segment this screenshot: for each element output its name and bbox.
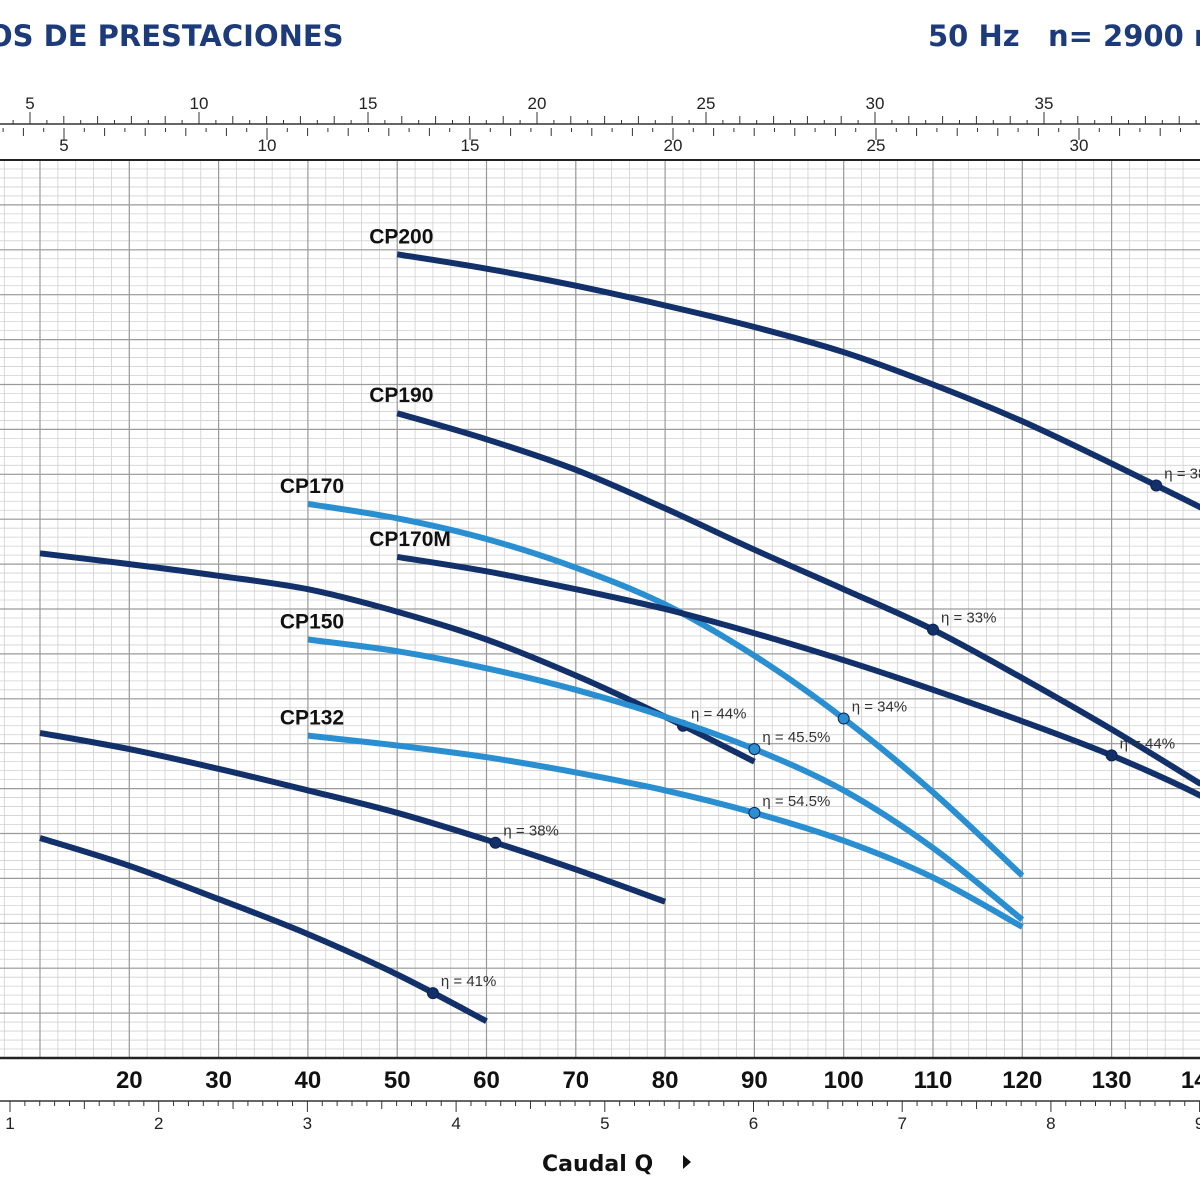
x-tick-label: 70 [562, 1067, 589, 1094]
x-tick-label: 30 [205, 1067, 232, 1094]
top-scale-2-tick-label: 10 [258, 136, 277, 155]
chart-title: OS DE PRESTACIONES [0, 19, 344, 53]
top-scale-1-tick-label: 20 [528, 94, 547, 113]
series-line-unnamed [39, 729, 667, 905]
x-tick-label: 40 [295, 1067, 322, 1094]
efficiency-point [837, 712, 850, 725]
grid [0, 159, 1200, 1059]
efficiency-point [748, 806, 761, 819]
series-line-cp200 [396, 251, 1200, 511]
series-label-cp190: CP190 [369, 384, 433, 407]
x-tick-label: 140 [1181, 1067, 1200, 1094]
series-line-cp190 [396, 410, 1200, 787]
efficiency-point [1105, 749, 1118, 762]
top-scale-2-tick-label: 20 [664, 136, 683, 155]
top-scale-1-tick-label: 35 [1035, 94, 1054, 113]
efficiency-label: η = 33% [941, 610, 996, 627]
top-scale-1-tick-label: 10 [190, 94, 209, 113]
efficiency-point [426, 987, 439, 1000]
bottom-scale-tick-label: 4 [451, 1114, 460, 1133]
efficiency-point [489, 836, 502, 849]
bottom-scale-tick-label: 8 [1046, 1114, 1055, 1133]
series-label-cp150: CP150 [280, 611, 344, 634]
bottom-scale-tick-label: 1 [5, 1114, 14, 1133]
labels: CP200 η = 38.5% CP190 η = 33% CP170 η = 34% CP… [280, 225, 1200, 990]
efficiency-label: η = 44% [1120, 735, 1175, 752]
series-label-cp132: CP132 [280, 707, 344, 730]
top-scale-2-tick-label: 30 [1070, 136, 1089, 155]
x-tick-label: 120 [1002, 1067, 1042, 1094]
efficiency-label: η = 38% [503, 823, 558, 840]
efficiency-label: η = 45.5% [762, 729, 830, 746]
x-axis-arrow-icon [683, 1155, 691, 1169]
efficiency-label: η = 41% [441, 973, 496, 990]
bottom-scale-tick-label: 3 [303, 1114, 312, 1133]
top-scale-2-tick-label: 25 [867, 136, 886, 155]
series-label-cp200: CP200 [369, 225, 433, 248]
bottom-scale-tick-label: 2 [154, 1114, 163, 1133]
frequency-label: 50 Hz [928, 19, 1020, 53]
x-tick-label: 80 [652, 1067, 679, 1094]
top-scale-1-tick-label: 25 [697, 94, 716, 113]
efficiency-point [1150, 479, 1163, 492]
x-tick-label: 50 [384, 1067, 411, 1094]
efficiency-label: η = 44% [691, 706, 746, 723]
series-label-cp170: CP170 [280, 475, 344, 498]
top-scale-1-tick-label: 15 [359, 94, 378, 113]
bottom-scale-tick-label: 9 [1195, 1114, 1200, 1133]
top-scale-1-tick-label: 5 [25, 94, 34, 113]
series-label-cp170m: CP170M [369, 528, 451, 551]
bottom-scale-tick-label: 7 [897, 1114, 906, 1133]
curves [39, 251, 1200, 1024]
series-line-cp132 [307, 732, 1024, 930]
top-scale-1-tick-label: 30 [866, 94, 885, 113]
efficiency-label: η = 54.5% [762, 793, 830, 810]
series-line-unnamed [39, 835, 488, 1024]
efficiency-label: η = 38.5% [1164, 466, 1200, 483]
top-scale-2-tick-label: 15 [461, 136, 480, 155]
x-tick-label: 90 [741, 1067, 768, 1094]
x-tick-label: 130 [1092, 1067, 1132, 1094]
x-tick-label: 110 [914, 1067, 953, 1094]
efficiency-point [748, 743, 761, 756]
x-tick-label: 20 [116, 1067, 143, 1094]
efficiency-point [927, 623, 939, 636]
series-line-cp170m [396, 553, 1200, 799]
x-tick-label: 100 [824, 1067, 864, 1094]
top-scale-2-tick-label: 5 [59, 136, 68, 155]
bottom-scale-tick-label: 5 [600, 1114, 609, 1133]
series-line-unnamed [39, 550, 756, 765]
x-axis-title: Caudal Q [542, 1152, 653, 1177]
x-tick-label: 60 [473, 1067, 500, 1094]
series-line-cp150 [307, 636, 1025, 923]
speed-label: n= 2900 m [1048, 19, 1200, 53]
bottom-scale-tick-label: 6 [749, 1114, 758, 1133]
efficiency-label: η = 34% [852, 699, 907, 716]
